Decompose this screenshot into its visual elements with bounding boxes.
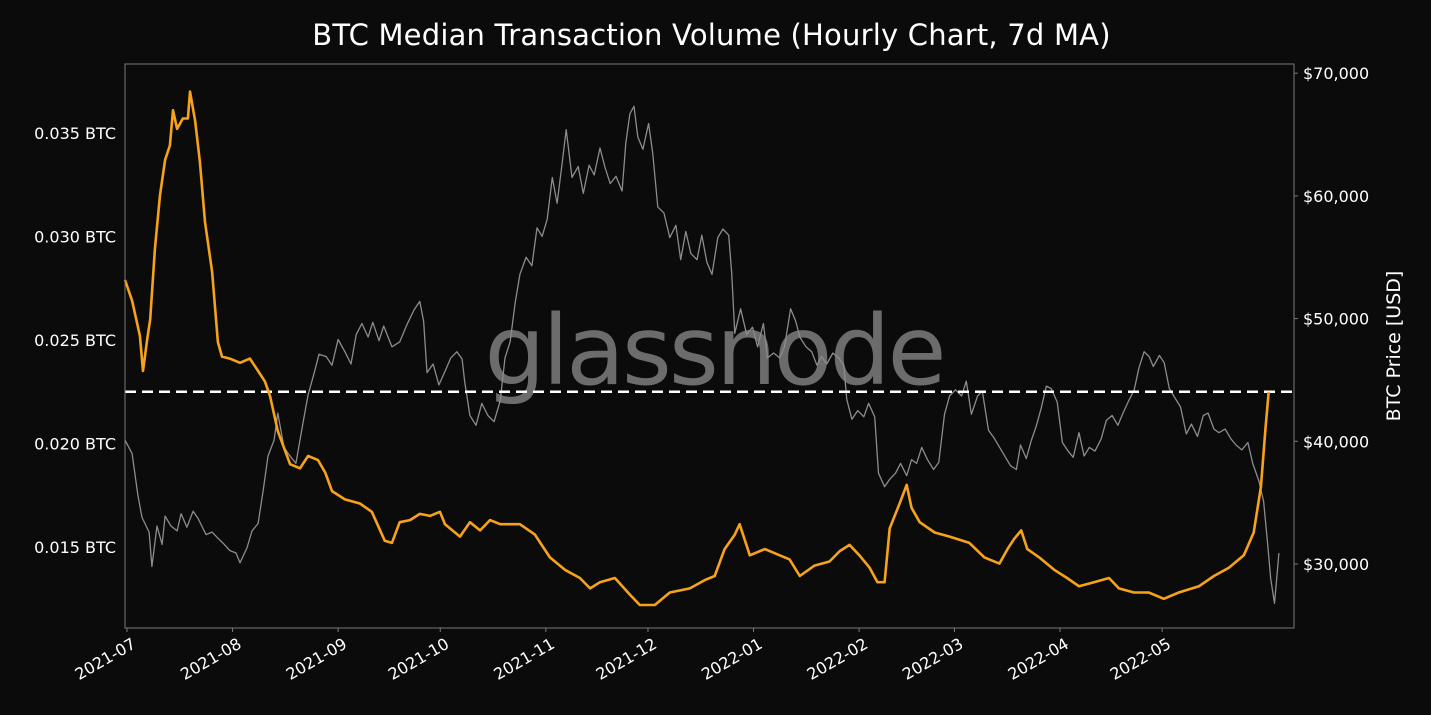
x-tick-label: 2021-09 (283, 634, 350, 684)
right-axis-label: BTC Price [USD] (1383, 271, 1405, 422)
x-tick-label: 2022-03 (899, 634, 966, 684)
btc-price-line (124, 105, 1280, 604)
right-tick-label: $30,000 (1303, 555, 1369, 574)
left-tick-label: 0.020 BTC (34, 435, 116, 454)
x-tick-label: 2021-07 (72, 634, 139, 684)
left-tick-label: 0.025 BTC (34, 331, 116, 350)
chart-title: BTC Median Transaction Volume (Hourly Ch… (312, 18, 1111, 52)
right-tick-label: $40,000 (1303, 432, 1369, 451)
median-tx-volume-line (123, 90, 1270, 607)
x-axis: 2021-07 2021-08 2021-09 2021-10 2021-11 2021-… (72, 628, 1174, 684)
right-tick-label: $70,000 (1303, 64, 1369, 83)
watermark: glassnode (484, 295, 946, 407)
x-tick-label: 2022-05 (1107, 634, 1174, 684)
x-tick-label: 2021-08 (177, 634, 244, 684)
glassnode-watermark: glassnode (484, 295, 943, 407)
series-btc-price (124, 105, 1280, 604)
right-tick-label: $50,000 (1303, 310, 1369, 329)
x-tick-label: 2022-04 (1005, 634, 1072, 684)
right-tick-label: $60,000 (1303, 187, 1369, 206)
x-tick-label: 2022-01 (698, 634, 765, 684)
x-tick-label: 2021-12 (593, 634, 660, 684)
x-tick-label: 2021-11 (490, 634, 557, 684)
x-tick-label: 2022-02 (804, 634, 871, 684)
right-y-axis: $30,000 $40,000 $50,000 $60,000 $70,000 (1294, 64, 1369, 574)
left-y-axis: 0.015 BTC 0.020 BTC 0.025 BTC 0.030 BTC 0.03… (34, 124, 116, 557)
left-tick-label: 0.030 BTC (34, 228, 116, 247)
series-median-tx-volume (123, 90, 1270, 607)
left-tick-label: 0.035 BTC (34, 124, 116, 143)
left-tick-label: 0.015 BTC (34, 538, 116, 557)
plot-frame (124, 63, 1295, 629)
x-tick-label: 2021-10 (385, 634, 452, 684)
